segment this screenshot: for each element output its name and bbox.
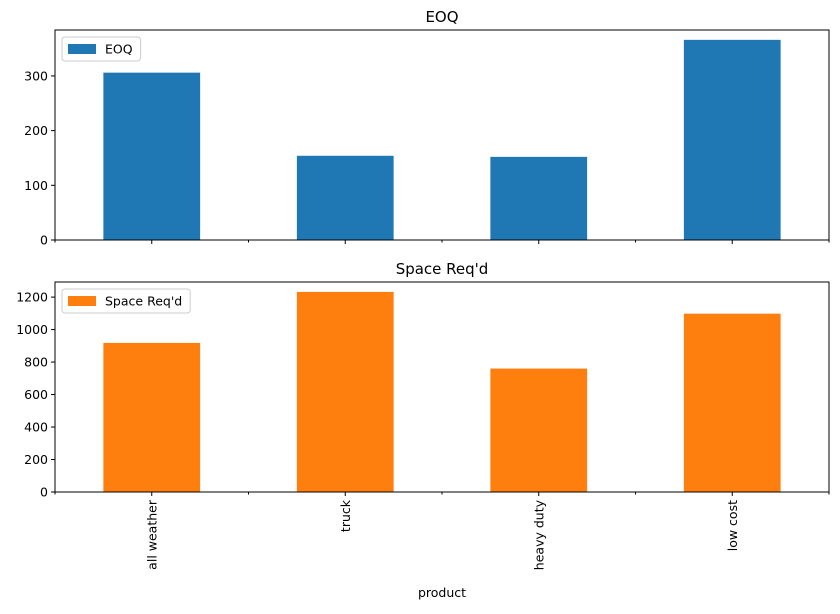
space-legend-swatch (68, 296, 96, 306)
x-tick-label-truck: truck (338, 499, 353, 532)
space-y-tick-label: 0 (40, 485, 48, 500)
space-bars (103, 291, 781, 492)
space-chart-title: Space Req'd (396, 260, 489, 278)
space-bar-heavy-duty (490, 368, 588, 492)
x-tick-label-all-weather: all weather (144, 499, 159, 570)
space-bar-low-cost (683, 313, 781, 492)
eoq-legend: EOQ (61, 36, 142, 62)
eoq-legend-label: EOQ (105, 42, 133, 57)
space-bar-all-weather (103, 342, 201, 492)
eoq-x-ticks (54, 240, 830, 244)
eoq-bar-heavy-duty (490, 156, 588, 240)
space-y-tick-label: 600 (24, 387, 48, 402)
x-tick-label-low-cost: low cost (725, 500, 740, 551)
eoq-bar-all-weather (103, 72, 201, 240)
x-axis-label: product (418, 585, 466, 600)
space-x-tick-labels: all weather truck heavy duty low cost (144, 499, 740, 570)
space-legend-label: Space Req'd (105, 294, 182, 309)
eoq-y-tick-label: 100 (24, 178, 48, 193)
space-axes-frame (54, 281, 830, 493)
eoq-bar-low-cost (683, 39, 781, 240)
eoq-y-tick-label: 0 (40, 233, 48, 248)
eoq-legend-box (61, 36, 142, 62)
space-y-ticks: 0 200 400 600 800 1000 1200 (16, 290, 55, 500)
eoq-axes-frame (54, 29, 830, 241)
space-x-ticks (54, 492, 830, 496)
space-y-tick-label: 1200 (16, 290, 48, 305)
space-y-tick-label: 800 (24, 355, 48, 370)
space-y-tick-label: 200 (24, 452, 48, 467)
eoq-bars (103, 39, 781, 240)
eoq-chart-title: EOQ (425, 8, 458, 26)
eoq-legend-swatch (68, 44, 96, 54)
space-chart-panel: Space Req'd 0 200 400 600 800 1000 1200 all we… (16, 260, 830, 600)
space-y-tick-label: 400 (24, 420, 48, 435)
space-bar-truck (296, 291, 394, 492)
eoq-y-ticks: 0 100 200 300 (24, 68, 55, 248)
space-y-tick-label: 1000 (16, 322, 48, 337)
space-legend-box (61, 288, 191, 314)
space-legend: Space Req'd (61, 288, 191, 314)
eoq-y-tick-label: 300 (24, 68, 48, 83)
eoq-bar-truck (296, 155, 394, 240)
x-tick-label-heavy-duty: heavy duty (531, 499, 546, 570)
eoq-chart-panel: EOQ 0 100 200 300 EOQ (24, 8, 830, 248)
eoq-y-tick-label: 200 (24, 123, 48, 138)
